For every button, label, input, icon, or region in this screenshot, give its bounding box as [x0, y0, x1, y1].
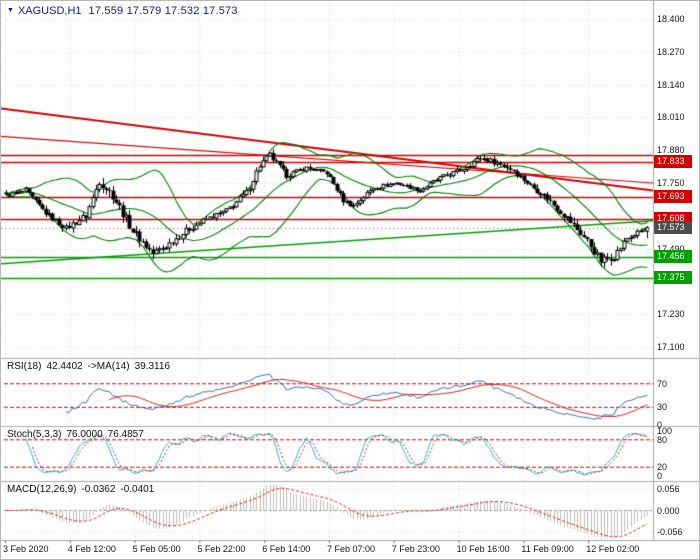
time-axis-label: 10 Feb 16:00 [456, 544, 510, 554]
price-tick-label: 18.400 [657, 14, 685, 25]
price-tick-label: 17.490 [657, 243, 685, 254]
macd-name: MACD(12,26,9) [7, 484, 77, 495]
stoch-signal-value: 76.4857 [107, 429, 144, 440]
macd-tick-label: 0.000 [657, 505, 680, 516]
stoch-tick-label: 80 [657, 434, 668, 445]
price-axis-badge: 17.375 [654, 270, 692, 284]
stochastic-indicator-label: Stoch(5,3,3) 76.0000 76.4857 [7, 429, 149, 440]
macd-indicator-label: MACD(12,26,9) -0.0362 -0.0401 [7, 484, 159, 495]
price-tick-label: 17.230 [657, 309, 685, 320]
chart-title: ▼ XAGUSD,H1 17.559 17.579 17.532 17.573 [7, 5, 238, 17]
rsi-indicator-label: RSI(18) 42.4402 ->MA(14) 39.3116 [7, 361, 175, 372]
price-axis-badge: 17.573 [654, 220, 692, 234]
rsi-tick-label: 30 [657, 402, 668, 413]
time-axis-label: 5 Feb 22:00 [197, 544, 246, 554]
macd-main-value: -0.0362 [81, 484, 116, 495]
rsi-name: RSI(18) [7, 361, 42, 372]
macd-signal-value: -0.0401 [120, 484, 155, 495]
rsi-ma-value: 39.3116 [134, 361, 170, 372]
rsi-ma-name: ->MA(14) [87, 361, 130, 372]
quote-ohlc-readout: 17.559 17.579 17.532 17.573 [88, 5, 238, 17]
stoch-main-value: 76.0000 [66, 429, 103, 440]
rsi-value: 42.4402 [46, 361, 83, 372]
time-axis-label: 4 Feb 12:00 [67, 544, 116, 554]
time-axis-label: 7 Feb 23:00 [391, 544, 440, 554]
stoch-tick-label: 0 [657, 471, 663, 482]
stoch-tick-label: 100 [657, 425, 673, 436]
time-axis-label: 6 Feb 14:00 [262, 544, 311, 554]
price-tick-label: 17.750 [657, 178, 685, 188]
price-axis-badge: 17.833 [654, 155, 692, 169]
price-axis-badge: 17.693 [654, 190, 692, 204]
rsi-tick-label: 0 [657, 420, 663, 430]
time-axis-label: 3 Feb 2020 [3, 544, 49, 554]
time-axis-label: 11 Feb 09:00 [521, 544, 574, 554]
time-axis-label: 5 Feb 05:00 [132, 544, 181, 554]
stoch-name: Stoch(5,3,3) [7, 429, 62, 440]
time-axis-label: 12 Feb 02:00 [586, 544, 640, 554]
time-axis-label: 7 Feb 07:00 [327, 544, 376, 554]
macd-tick-label: -0.056 [657, 526, 683, 537]
price-tick-label: 18.270 [657, 46, 685, 57]
stoch-tick-label: 20 [657, 462, 668, 473]
price-tick-label: 18.010 [657, 112, 685, 123]
symbol-timeframe-label: XAGUSD,H1 [17, 5, 82, 17]
symbol-marker-icon: ▼ [7, 7, 14, 14]
price-tick-label: 17.880 [657, 145, 685, 156]
price-tick-label: 18.140 [657, 79, 685, 90]
rsi-tick-label: 70 [657, 378, 668, 389]
price-tick-label: 17.100 [657, 341, 685, 352]
price-axis-badge: 17.456 [654, 250, 692, 264]
macd-tick-label: 0.056 [657, 484, 680, 495]
